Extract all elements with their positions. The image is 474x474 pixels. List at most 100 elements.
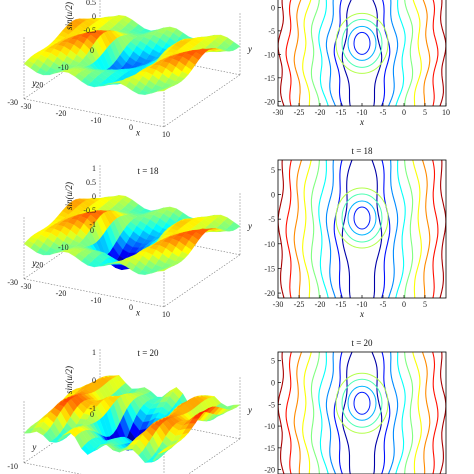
y-axis-label: y xyxy=(31,442,36,452)
y-tick-label: -10 xyxy=(264,422,275,431)
contour-ellipse xyxy=(353,31,371,55)
contour-ellipse xyxy=(335,12,389,74)
x-tick-label: -5 xyxy=(380,300,387,309)
contour-line xyxy=(404,0,414,106)
x-tick-label: 0 xyxy=(129,123,133,132)
axis-box-edge xyxy=(23,46,101,100)
axis-box-edge xyxy=(163,74,241,128)
axis-box-edge xyxy=(163,254,241,308)
x-tick-label: -15 xyxy=(336,300,347,309)
axis-box-edge xyxy=(188,438,241,474)
x-tick-label: 5 xyxy=(423,300,427,309)
y-axis-label: y xyxy=(31,258,36,268)
z-tick-label: -0.5 xyxy=(83,206,96,215)
contour-line xyxy=(278,352,285,474)
contour-line xyxy=(293,0,302,106)
contour-line xyxy=(395,0,406,106)
contour-line xyxy=(325,160,337,298)
y-axis-label: y xyxy=(247,405,252,415)
surface-panel: 10.50-0.5-30-20-100100-10-20-30sin(u/2)x… xyxy=(7,0,241,139)
y-tick-label: -20 xyxy=(33,260,44,269)
x-tick-label: 5 xyxy=(423,108,427,117)
contour-line xyxy=(432,352,439,474)
plot-frame xyxy=(277,351,447,474)
contour-line xyxy=(325,0,337,106)
y-tick-label: -20 xyxy=(264,97,275,106)
y-tick-label: -20 xyxy=(264,466,275,474)
z-axis-label: sin(u/2) xyxy=(64,366,74,394)
contour-line xyxy=(412,0,422,106)
contour-line xyxy=(387,352,399,474)
contour-line xyxy=(381,352,391,474)
contour-ellipse xyxy=(341,18,383,68)
contour-line xyxy=(421,160,431,298)
contour-line xyxy=(333,160,343,298)
surface-facet xyxy=(23,59,35,69)
contour-line xyxy=(318,0,329,106)
contour-line xyxy=(278,0,285,106)
contour-line xyxy=(293,160,303,298)
x-tick-label: -20 xyxy=(315,108,326,117)
contour-line xyxy=(432,160,439,298)
y-tick-label: 0 xyxy=(271,191,275,200)
contour-lines xyxy=(278,0,446,106)
y-tick-label: -5 xyxy=(268,400,275,409)
contour-line xyxy=(412,352,422,474)
z-tick-label: 0.5 xyxy=(86,0,96,7)
x-tick-label: -20 xyxy=(315,300,326,309)
y-tick-label: -10 xyxy=(58,63,69,72)
contour-ellipse xyxy=(341,378,383,428)
x-tick-label: -25 xyxy=(294,300,305,309)
x-tick-label: 10 xyxy=(162,130,170,139)
x-axis-label: x xyxy=(135,308,140,318)
contour-line xyxy=(421,352,431,474)
y-tick-label: 0 xyxy=(90,410,94,419)
contour-line xyxy=(310,352,320,474)
x-tick-label: -10 xyxy=(357,108,368,117)
x-tick-label: -10 xyxy=(357,300,368,309)
contour-ellipse xyxy=(347,25,377,61)
contour-lines xyxy=(278,352,446,474)
axis-box-edge xyxy=(23,226,101,280)
y-tick-label: -30 xyxy=(7,278,18,287)
y-tick-label: -5 xyxy=(268,215,275,224)
x-tick-label: -30 xyxy=(21,102,32,111)
x-tick-label: -5 xyxy=(380,108,387,117)
x-tick-label: 0 xyxy=(402,108,406,117)
contour-line xyxy=(285,160,292,298)
contour-panel: -30 -25 -20 -15 -10 -5 0 5 5 0 -5 -10 -15 -20 y x xyxy=(247,159,447,319)
y-tick-label: 0 xyxy=(271,3,275,12)
contour-line xyxy=(387,160,399,298)
y-axis-label: y xyxy=(31,78,36,88)
y-tick-label: 0 xyxy=(271,379,275,388)
y-tick-label: 5 xyxy=(271,357,275,366)
y-tick-label: -10 xyxy=(264,240,275,249)
z-axis-label: sin(u/2) xyxy=(64,2,74,30)
z-tick-label: 1 xyxy=(92,348,96,357)
x-tick-label: -20 xyxy=(56,289,67,298)
surface-panel: 1 0.5 0 -0.5 -1 -30 -20 -10 0 10 0 -10 -20 -30 sin(u/2… xyxy=(7,164,241,319)
z-axis-label: sin(u/2) xyxy=(64,182,74,210)
contour-line xyxy=(278,160,285,298)
x-tick-label: -25 xyxy=(294,108,305,117)
contour-line xyxy=(395,352,406,474)
contour-line xyxy=(302,352,312,474)
contour-line xyxy=(341,352,353,474)
z-tick-label: 1 xyxy=(92,164,96,173)
y-tick-label: -10 xyxy=(264,50,275,59)
y-axis-label: y xyxy=(247,221,252,231)
z-tick-label: -1 xyxy=(89,404,96,413)
surface-facet xyxy=(23,239,35,249)
contour-line xyxy=(318,352,329,474)
contour-plots: -30 -25 -20 -15 -10 -5 0 5 10 0 -5 -10 -15 -20 y x -30 -2… xyxy=(247,0,450,474)
y-tick-label: -10 xyxy=(58,243,69,252)
y-tick-label: -15 xyxy=(264,444,275,453)
contour-line xyxy=(412,160,422,298)
z-tick-label: -1 xyxy=(89,220,96,229)
panel-title-row2-left: t = 18 xyxy=(137,166,159,176)
x-tick-label: -15 xyxy=(336,108,347,117)
contour-ellipse xyxy=(335,187,389,249)
y-tick-label: -15 xyxy=(264,264,275,273)
y-tick-label: -20 xyxy=(33,80,44,89)
